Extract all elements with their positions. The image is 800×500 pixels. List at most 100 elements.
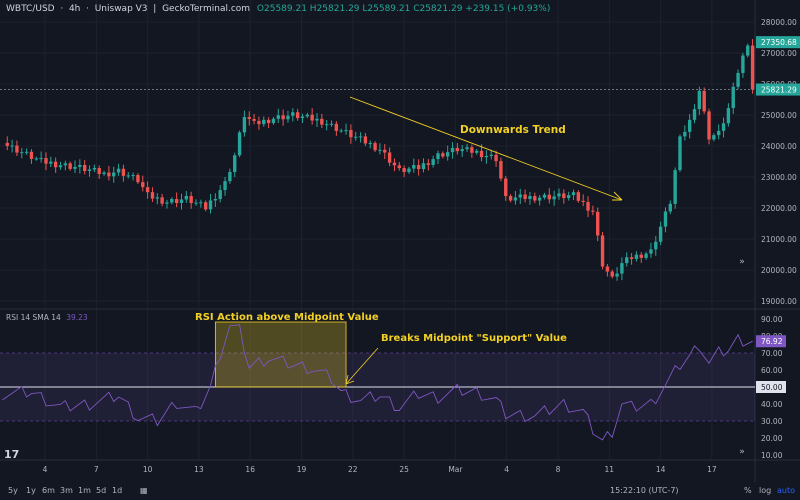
candle-body bbox=[24, 151, 29, 153]
candle-body bbox=[518, 194, 522, 198]
candle-body bbox=[615, 273, 619, 277]
candle-body bbox=[29, 151, 34, 159]
interval-label[interactable]: 4h bbox=[68, 4, 81, 14]
candle-body bbox=[58, 165, 63, 168]
candle-body bbox=[228, 171, 232, 182]
candle-body bbox=[412, 165, 416, 169]
candle-body bbox=[233, 155, 237, 172]
range-6m[interactable]: 6m bbox=[42, 486, 55, 495]
symbol-label[interactable]: WBTC/USD bbox=[6, 4, 55, 14]
candle-body bbox=[213, 199, 218, 201]
time-tick-label: 13 bbox=[194, 465, 204, 474]
price-tick-label: 22000.00 bbox=[761, 204, 797, 213]
high-price-tag bbox=[756, 36, 800, 49]
candle-body bbox=[5, 142, 9, 146]
candle-body bbox=[242, 117, 247, 133]
candle-body bbox=[581, 200, 585, 202]
candle-body bbox=[523, 194, 527, 200]
candle-body bbox=[315, 118, 319, 121]
range-1d[interactable]: 1d bbox=[112, 486, 123, 495]
candle-body bbox=[237, 132, 242, 156]
rsi-midpoint-tag bbox=[756, 381, 786, 393]
candle-body bbox=[247, 117, 251, 119]
candle-body bbox=[378, 149, 382, 151]
candle-body bbox=[712, 135, 716, 140]
candle-body bbox=[397, 165, 401, 169]
rsi-tick-label: 30.00 bbox=[761, 417, 783, 426]
range-1m[interactable]: 1m bbox=[78, 486, 91, 495]
candle-body bbox=[392, 162, 397, 166]
candle-body bbox=[600, 235, 605, 267]
exchange-label: Uniswap V3 bbox=[94, 4, 148, 14]
percent-toggle[interactable]: % bbox=[744, 486, 752, 495]
candle-body bbox=[726, 108, 731, 124]
auto-toggle[interactable]: auto bbox=[777, 486, 796, 495]
candle-body bbox=[83, 164, 87, 171]
candle-body bbox=[566, 195, 571, 199]
time-tick-label: 7 bbox=[94, 465, 99, 474]
candle-body bbox=[44, 158, 48, 164]
candle-body bbox=[358, 136, 363, 138]
candle-body bbox=[387, 152, 392, 163]
rsi-label[interactable]: RSI 14 SMA 14 bbox=[6, 313, 61, 322]
candle-body bbox=[344, 130, 348, 132]
candle-body bbox=[479, 150, 484, 158]
candle-body bbox=[223, 181, 227, 191]
candle-body bbox=[697, 90, 702, 110]
candle-body bbox=[465, 147, 469, 150]
candle-body bbox=[63, 163, 68, 166]
trend-arrowhead bbox=[612, 191, 623, 201]
candle-body bbox=[262, 119, 266, 125]
range-5y[interactable]: 5y bbox=[8, 486, 18, 495]
rsi-tick-label: 10.00 bbox=[761, 451, 783, 460]
candle-body bbox=[373, 143, 377, 151]
candle-body bbox=[731, 86, 735, 109]
candle-body bbox=[354, 136, 358, 138]
scroll-forward-icon[interactable]: » bbox=[739, 257, 745, 267]
candle-body bbox=[368, 143, 372, 145]
candle-body bbox=[97, 168, 101, 175]
log-toggle[interactable]: log bbox=[759, 486, 772, 495]
clock-time[interactable]: 15:22:10 (UTC-7) bbox=[610, 486, 679, 495]
candle-body bbox=[620, 263, 624, 274]
candle-body bbox=[160, 197, 164, 204]
candle-body bbox=[508, 195, 513, 201]
candle-body bbox=[141, 182, 145, 188]
candle-body bbox=[557, 193, 561, 197]
candle-body bbox=[286, 115, 290, 120]
candle-body bbox=[513, 197, 518, 201]
candle-body bbox=[436, 153, 440, 160]
candle-body bbox=[533, 196, 537, 201]
candle-body bbox=[441, 153, 445, 157]
candle-body bbox=[150, 192, 155, 199]
price-tick-label: 24000.00 bbox=[761, 142, 797, 151]
range-5d[interactable]: 5d bbox=[96, 486, 107, 495]
candle-body bbox=[668, 203, 672, 212]
candle-body bbox=[460, 149, 464, 152]
candle-body bbox=[649, 249, 653, 254]
price-tick-label: 28000.00 bbox=[761, 18, 797, 27]
candle-body bbox=[34, 158, 38, 160]
candle-body bbox=[179, 199, 184, 203]
candle-body bbox=[591, 210, 595, 212]
time-tick-label: 11 bbox=[605, 465, 615, 474]
rsi-line bbox=[2, 324, 753, 441]
candle-body bbox=[407, 168, 411, 173]
candle-body bbox=[673, 170, 677, 204]
ohlc-readout: O25589.21 H25821.29 L25589.21 C25821.29 … bbox=[256, 4, 551, 14]
range-1y[interactable]: 1y bbox=[26, 486, 36, 495]
scroll-forward-rsi-icon[interactable]: » bbox=[739, 447, 745, 457]
candle-body bbox=[257, 120, 261, 125]
candle-body bbox=[717, 130, 721, 136]
price-tick-label: 20000.00 bbox=[761, 266, 797, 275]
candle-body bbox=[324, 124, 329, 126]
tradingview-logo-icon[interactable]: 17 bbox=[4, 448, 20, 461]
range-3m[interactable]: 3m bbox=[60, 486, 73, 495]
rsi-tick-label: 70.00 bbox=[761, 349, 783, 358]
candle-body bbox=[721, 123, 726, 131]
candle-body bbox=[73, 166, 77, 169]
current-price-tag bbox=[756, 83, 800, 96]
date-range-icon[interactable]: ▦ bbox=[140, 486, 148, 495]
